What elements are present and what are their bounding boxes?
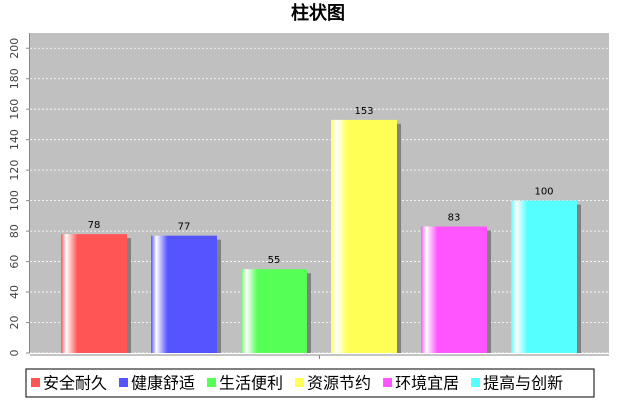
data-label: 83 xyxy=(448,213,461,224)
y-tick-label: 100 xyxy=(8,190,21,211)
bar xyxy=(331,119,397,353)
legend-swatch xyxy=(383,378,393,387)
data-label: 153 xyxy=(354,106,373,117)
y-tick-label: 80 xyxy=(8,224,21,238)
y-tick-label: 20 xyxy=(8,316,21,330)
y-tick-label: 140 xyxy=(8,129,21,150)
data-label: 78 xyxy=(88,220,101,231)
data-label: 77 xyxy=(178,222,191,233)
bar xyxy=(421,226,487,353)
y-tick-label: 60 xyxy=(8,255,21,269)
legend-label: 资源节约 xyxy=(307,374,371,393)
y-tick-label: 120 xyxy=(8,160,21,181)
data-label: 100 xyxy=(534,187,553,198)
bar xyxy=(151,235,217,353)
y-tick-label: 160 xyxy=(8,99,21,120)
legend-swatch xyxy=(295,378,305,387)
data-label: 55 xyxy=(268,255,281,266)
bar xyxy=(61,234,127,353)
bar xyxy=(241,269,307,353)
y-tick-label: 200 xyxy=(8,38,21,59)
y-tick-label: 40 xyxy=(8,285,21,299)
y-tick-label: 180 xyxy=(8,68,21,89)
legend-swatch xyxy=(207,378,217,387)
legend-label: 安全耐久 xyxy=(43,374,107,393)
y-tick-label: 0 xyxy=(8,350,21,357)
legend-label: 生活便利 xyxy=(219,374,283,393)
legend-swatch xyxy=(31,378,40,387)
legend-swatch xyxy=(471,378,481,387)
chart-title: 柱状图 xyxy=(291,2,345,24)
legend-label: 健康舒适 xyxy=(131,374,195,393)
legend-label: 环境宜居 xyxy=(395,374,459,393)
bar xyxy=(511,200,577,353)
legend-label: 提高与创新 xyxy=(483,374,563,393)
legend-swatch xyxy=(119,378,129,387)
